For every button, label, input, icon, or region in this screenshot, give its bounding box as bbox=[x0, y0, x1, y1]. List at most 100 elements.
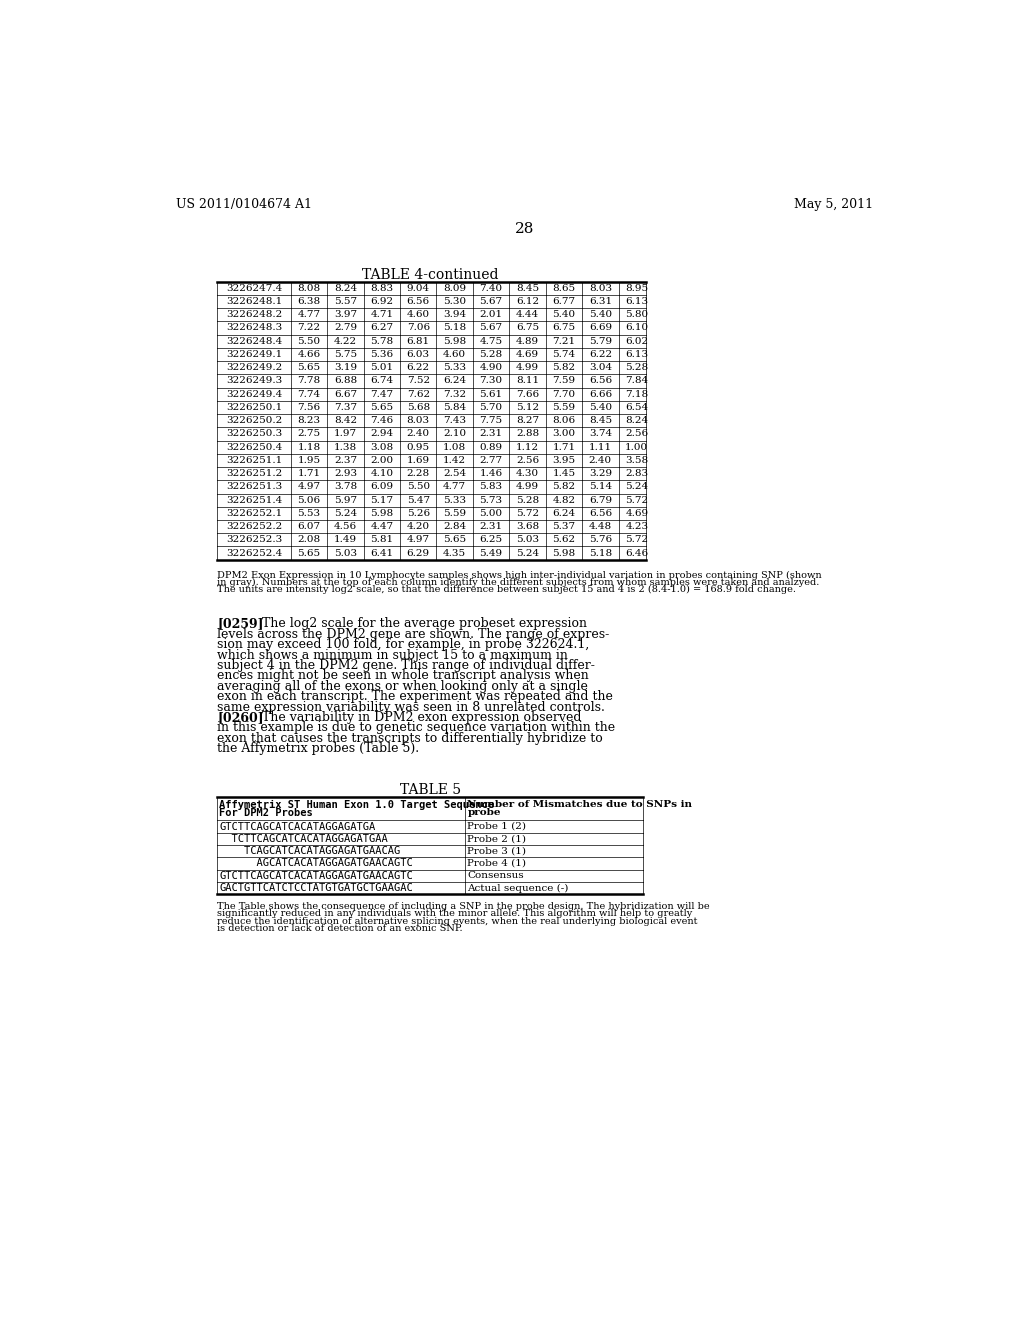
Text: 3226250.1: 3226250.1 bbox=[226, 403, 282, 412]
Text: 6.74: 6.74 bbox=[371, 376, 393, 385]
Text: 5.33: 5.33 bbox=[443, 363, 466, 372]
Text: 7.74: 7.74 bbox=[297, 389, 321, 399]
Text: Consensus: Consensus bbox=[467, 871, 524, 880]
Text: same expression variability was seen in 8 unrelated controls.: same expression variability was seen in … bbox=[217, 701, 605, 714]
Text: 2.83: 2.83 bbox=[626, 469, 648, 478]
Text: 7.70: 7.70 bbox=[552, 389, 575, 399]
Text: Affymetrix ST Human Exon 1.0 Target Sequence: Affymetrix ST Human Exon 1.0 Target Sequ… bbox=[219, 800, 495, 809]
Text: 4.77: 4.77 bbox=[297, 310, 321, 319]
Text: 5.98: 5.98 bbox=[443, 337, 466, 346]
Text: 5.00: 5.00 bbox=[479, 510, 503, 517]
Text: 4.97: 4.97 bbox=[297, 482, 321, 491]
Text: Probe 2 (1): Probe 2 (1) bbox=[467, 834, 526, 843]
Text: 3226248.1: 3226248.1 bbox=[226, 297, 282, 306]
Text: 6.77: 6.77 bbox=[552, 297, 575, 306]
Text: 8.45: 8.45 bbox=[589, 416, 612, 425]
Text: 0.95: 0.95 bbox=[407, 442, 430, 451]
Text: 8.42: 8.42 bbox=[334, 416, 357, 425]
Text: 1.71: 1.71 bbox=[552, 442, 575, 451]
Text: 2.31: 2.31 bbox=[479, 523, 503, 531]
Text: 6.12: 6.12 bbox=[516, 297, 539, 306]
Text: 7.52: 7.52 bbox=[407, 376, 430, 385]
Text: 6.03: 6.03 bbox=[407, 350, 430, 359]
Text: 3.58: 3.58 bbox=[626, 455, 648, 465]
Text: 6.79: 6.79 bbox=[589, 495, 612, 504]
Text: 2.54: 2.54 bbox=[443, 469, 466, 478]
Text: the Affymetrix probes (Table 5).: the Affymetrix probes (Table 5). bbox=[217, 742, 419, 755]
Text: 6.24: 6.24 bbox=[552, 510, 575, 517]
Text: 5.68: 5.68 bbox=[407, 403, 430, 412]
Text: 5.47: 5.47 bbox=[407, 495, 430, 504]
Text: 7.22: 7.22 bbox=[297, 323, 321, 333]
Text: 5.97: 5.97 bbox=[334, 495, 357, 504]
Text: 8.06: 8.06 bbox=[552, 416, 575, 425]
Text: 7.37: 7.37 bbox=[334, 403, 357, 412]
Text: 5.28: 5.28 bbox=[516, 495, 539, 504]
Text: levels across the DPM2 gene are shown. The range of expres-: levels across the DPM2 gene are shown. T… bbox=[217, 628, 609, 642]
Text: 8.09: 8.09 bbox=[443, 284, 466, 293]
Text: 6.25: 6.25 bbox=[479, 536, 503, 544]
Text: probe: probe bbox=[467, 808, 501, 817]
Text: 5.24: 5.24 bbox=[516, 549, 539, 557]
Text: 8.65: 8.65 bbox=[552, 284, 575, 293]
Text: 6.38: 6.38 bbox=[297, 297, 321, 306]
Text: 4.60: 4.60 bbox=[443, 350, 466, 359]
Text: 7.32: 7.32 bbox=[443, 389, 466, 399]
Text: 2.94: 2.94 bbox=[371, 429, 393, 438]
Text: 6.31: 6.31 bbox=[589, 297, 612, 306]
Text: 6.67: 6.67 bbox=[334, 389, 357, 399]
Text: 3226249.4: 3226249.4 bbox=[226, 389, 282, 399]
Text: 4.23: 4.23 bbox=[626, 523, 648, 531]
Text: TABLE 5: TABLE 5 bbox=[399, 783, 461, 797]
Text: 4.35: 4.35 bbox=[443, 549, 466, 557]
Text: 3.29: 3.29 bbox=[589, 469, 612, 478]
Text: 5.65: 5.65 bbox=[297, 363, 321, 372]
Text: Actual sequence (-): Actual sequence (-) bbox=[467, 883, 568, 892]
Text: 3226250.4: 3226250.4 bbox=[226, 442, 282, 451]
Text: 5.72: 5.72 bbox=[516, 510, 539, 517]
Text: 3226249.3: 3226249.3 bbox=[226, 376, 282, 385]
Text: 5.53: 5.53 bbox=[297, 510, 321, 517]
Text: 3.68: 3.68 bbox=[516, 523, 539, 531]
Text: 5.67: 5.67 bbox=[479, 323, 503, 333]
Text: 5.28: 5.28 bbox=[626, 363, 648, 372]
Text: reduce the identification of alternative splicing events, when the real underlyi: reduce the identification of alternative… bbox=[217, 916, 697, 925]
Text: 3226252.3: 3226252.3 bbox=[226, 536, 282, 544]
Text: The log2 scale for the average probeset expression: The log2 scale for the average probeset … bbox=[251, 618, 588, 631]
Text: 6.69: 6.69 bbox=[589, 323, 612, 333]
Text: 2.01: 2.01 bbox=[479, 310, 503, 319]
Text: 7.75: 7.75 bbox=[479, 416, 503, 425]
Text: May 5, 2011: May 5, 2011 bbox=[795, 198, 873, 211]
Text: 5.03: 5.03 bbox=[334, 549, 357, 557]
Text: 6.22: 6.22 bbox=[407, 363, 430, 372]
Text: averaging all of the exons or when looking only at a single: averaging all of the exons or when looki… bbox=[217, 680, 588, 693]
Text: 8.03: 8.03 bbox=[589, 284, 612, 293]
Text: 6.81: 6.81 bbox=[407, 337, 430, 346]
Text: 6.56: 6.56 bbox=[589, 376, 612, 385]
Text: [0260]: [0260] bbox=[217, 711, 264, 725]
Text: 3.74: 3.74 bbox=[589, 429, 612, 438]
Text: 5.37: 5.37 bbox=[552, 523, 575, 531]
Text: 8.95: 8.95 bbox=[626, 284, 648, 293]
Text: 5.73: 5.73 bbox=[479, 495, 503, 504]
Text: 4.47: 4.47 bbox=[371, 523, 393, 531]
Text: 5.57: 5.57 bbox=[334, 297, 357, 306]
Text: 7.21: 7.21 bbox=[552, 337, 575, 346]
Text: [0259]: [0259] bbox=[217, 618, 263, 631]
Text: 3226249.2: 3226249.2 bbox=[226, 363, 282, 372]
Text: Probe 4 (1): Probe 4 (1) bbox=[467, 859, 526, 869]
Text: 5.67: 5.67 bbox=[479, 297, 503, 306]
Text: 2.77: 2.77 bbox=[479, 455, 503, 465]
Text: Number of Mismatches due to SNPs in: Number of Mismatches due to SNPs in bbox=[467, 800, 692, 809]
Text: 6.09: 6.09 bbox=[371, 482, 393, 491]
Text: 5.62: 5.62 bbox=[552, 536, 575, 544]
Text: 3.04: 3.04 bbox=[589, 363, 612, 372]
Text: TCAGCATCACATAGGAGATGAACAG: TCAGCATCACATAGGAGATGAACAG bbox=[219, 846, 400, 857]
Text: 4.22: 4.22 bbox=[334, 337, 357, 346]
Text: 3.78: 3.78 bbox=[334, 482, 357, 491]
Text: 4.77: 4.77 bbox=[443, 482, 466, 491]
Text: 6.56: 6.56 bbox=[407, 297, 430, 306]
Text: 3226250.2: 3226250.2 bbox=[226, 416, 282, 425]
Text: 6.88: 6.88 bbox=[334, 376, 357, 385]
Text: 7.84: 7.84 bbox=[626, 376, 648, 385]
